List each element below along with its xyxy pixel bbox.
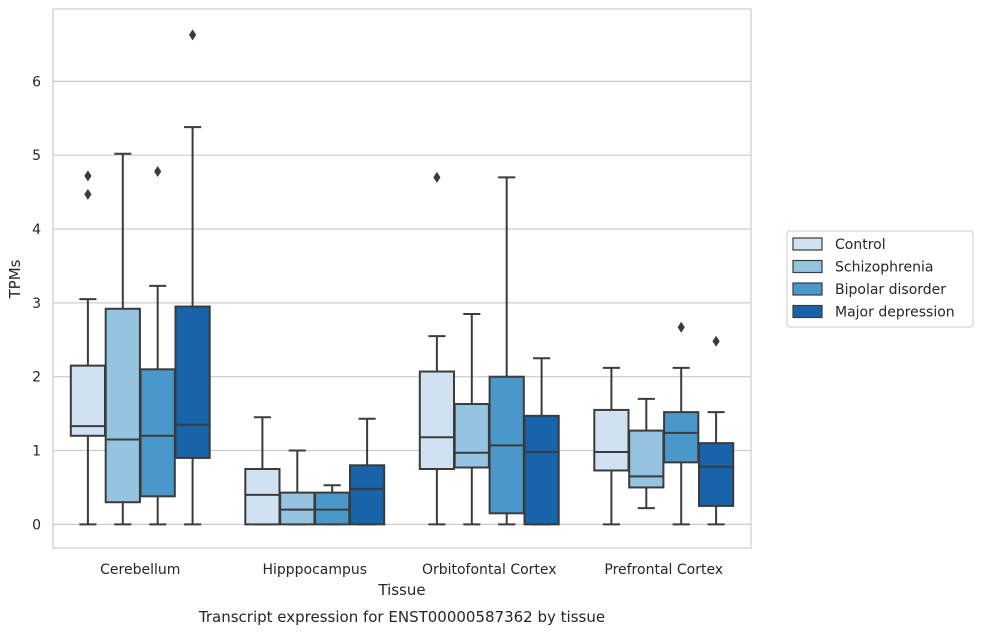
outlier-point xyxy=(154,165,162,177)
outlier-point xyxy=(712,335,720,347)
x-tick-label: Hipppocampus xyxy=(262,562,367,578)
x-tick-label: Orbitofontal Cortex xyxy=(422,562,557,578)
box-group xyxy=(174,29,211,526)
box-group xyxy=(314,484,351,526)
legend-swatch xyxy=(792,304,823,319)
box-group xyxy=(139,165,176,526)
outlier-point xyxy=(84,170,92,182)
legend-entry-label: Schizophrenia xyxy=(835,260,933,276)
box-group xyxy=(593,366,630,526)
outlier-point xyxy=(433,171,441,183)
y-tick-label: 0 xyxy=(32,517,41,533)
legend-swatch xyxy=(792,282,823,296)
outlier-point xyxy=(84,188,92,200)
box xyxy=(628,429,665,489)
legend: Control Schizophrenia Bipolar disorder Majo… xyxy=(786,230,974,328)
x-axis-label: Tissue xyxy=(377,581,425,599)
box-group xyxy=(628,397,665,510)
box-group xyxy=(663,321,700,526)
y-tick-label: 6 xyxy=(32,74,41,90)
y-tick-labels: 0 1 2 3 4 5 6 xyxy=(32,74,41,533)
box-group xyxy=(348,417,386,526)
x-tick-label: Prefrontal Cortex xyxy=(604,562,723,578)
outlier-point xyxy=(677,321,685,333)
box xyxy=(348,464,386,526)
box xyxy=(104,307,141,504)
plot-area-frame xyxy=(52,8,752,549)
box-group xyxy=(453,312,490,526)
box xyxy=(523,414,560,526)
y-axis-label: TPMs xyxy=(6,259,24,299)
legend-swatch xyxy=(792,259,823,274)
box xyxy=(418,370,456,470)
box xyxy=(314,491,351,526)
box-group xyxy=(104,152,141,526)
box xyxy=(69,364,107,437)
box xyxy=(593,408,630,472)
x-tick-labels: Cerebellum Hipppocampus Orbitofontal Corte… xyxy=(100,562,723,578)
outlier-point xyxy=(189,29,197,41)
box xyxy=(697,442,735,507)
legend-entry-label: Bipolar disorder xyxy=(835,282,946,298)
box xyxy=(139,368,176,498)
box-group xyxy=(523,357,560,526)
y-tick-label: 1 xyxy=(32,444,41,460)
legend-frame xyxy=(786,230,974,328)
legend-entry-label: Control xyxy=(835,237,886,253)
boxes xyxy=(69,29,735,526)
box-group xyxy=(488,176,525,526)
y-tick-label: 5 xyxy=(32,148,41,164)
legend-entry-label: Major depression xyxy=(835,305,955,321)
box-group xyxy=(69,170,107,526)
y-tick-label: 2 xyxy=(32,370,41,386)
legend-swatch xyxy=(792,237,823,251)
box xyxy=(453,403,490,469)
y-tick-label: 3 xyxy=(32,296,41,312)
box-group xyxy=(697,335,735,526)
box-group xyxy=(244,416,281,526)
box xyxy=(279,491,316,526)
box xyxy=(663,411,700,464)
box xyxy=(244,467,281,526)
chart-caption: Transcript expression for ENST0000058736… xyxy=(198,608,605,626)
y-tick-label: 4 xyxy=(32,222,41,238)
x-tick-label: Cerebellum xyxy=(100,562,180,578)
box-group xyxy=(279,449,316,526)
box-group xyxy=(418,171,456,526)
box xyxy=(174,305,211,459)
